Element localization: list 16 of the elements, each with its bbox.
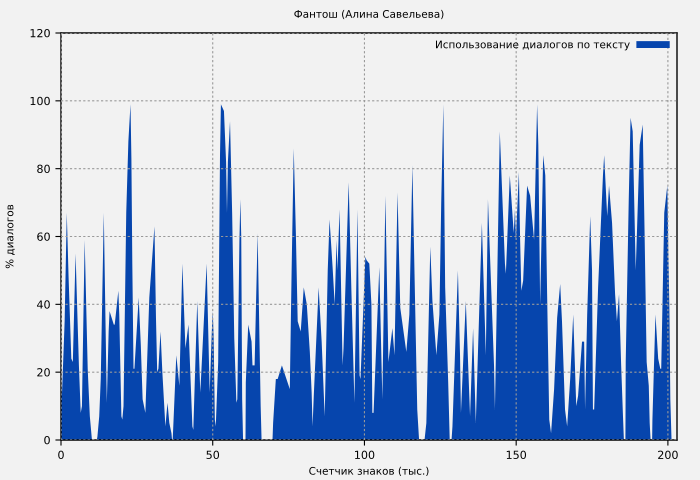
x-axis-title: Счетчик знаков (тыс.) (309, 466, 428, 476)
x-tick-label: 150 (506, 450, 526, 460)
y-axis-title: % диалогов (6, 204, 15, 268)
y-tick-label: 80 (37, 164, 50, 174)
y-tick-label: 20 (37, 368, 50, 377)
x-tick-label: 50 (206, 450, 220, 460)
x-tick-label: 0 (58, 450, 64, 460)
y-tick-label: 60 (37, 232, 50, 241)
chart-title: Фантош (Алина Савельева) (294, 10, 444, 20)
y-tick-label: 0 (44, 436, 50, 444)
legend-label: Использование диалогов по тексту (436, 40, 630, 50)
y-tick-label: 100 (30, 96, 50, 106)
y-tick-label: 40 (36, 300, 50, 309)
x-tick-label: 100 (355, 450, 374, 460)
x-tick-label: 200 (658, 450, 678, 460)
y-tick-label: 120 (30, 28, 50, 38)
